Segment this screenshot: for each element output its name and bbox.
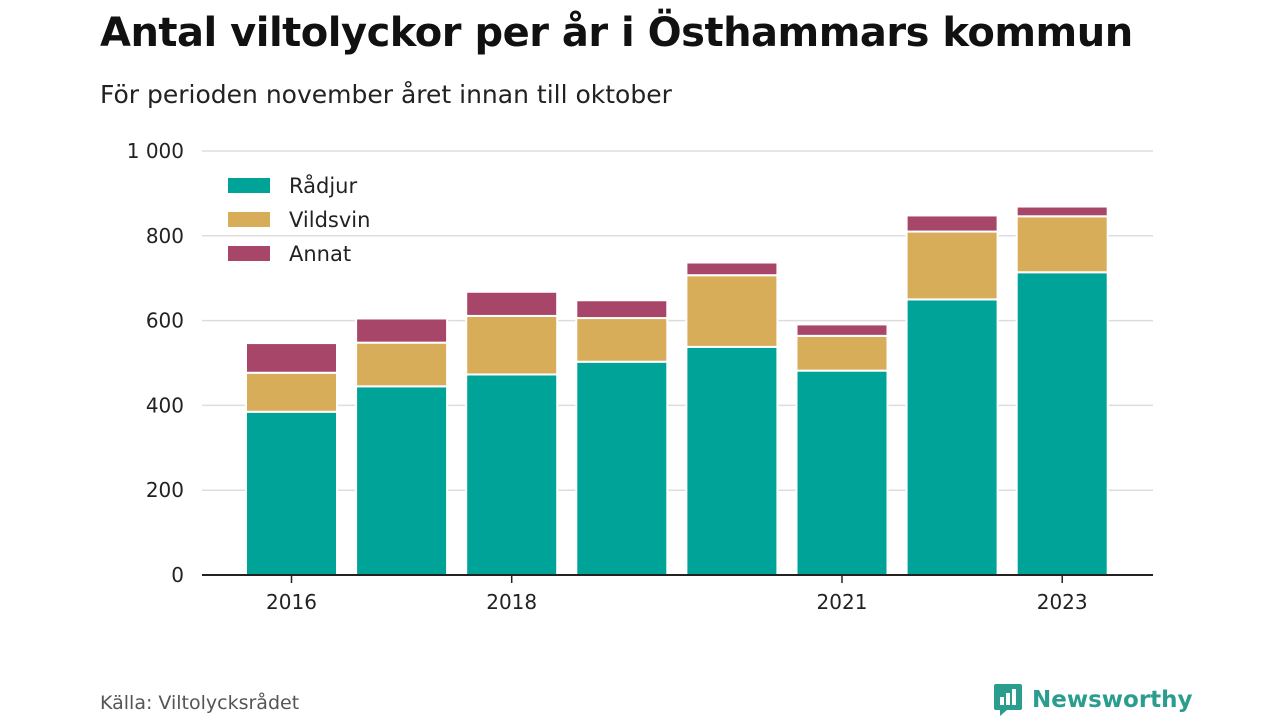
x-tick-label: 2018 xyxy=(486,590,537,614)
bar-r-djur-2018 xyxy=(465,373,559,576)
bar-vildsvin-2022 xyxy=(905,230,999,301)
legend-label: Vildsvin xyxy=(289,208,370,232)
newsworthy-logo-icon xyxy=(994,684,1022,716)
bar-r-djur-2019 xyxy=(575,360,669,576)
source-credit: Källa: Viltolycksrådet xyxy=(100,692,300,714)
legend-swatch-annat xyxy=(228,246,270,261)
bar-vildsvin-2016 xyxy=(245,371,338,413)
brand-name: Newsworthy xyxy=(1032,687,1193,713)
bar-r-djur-2017 xyxy=(355,385,449,576)
bar-annat-2019 xyxy=(575,299,669,320)
bar-r-djur-2022 xyxy=(905,298,999,576)
bar-vildsvin-2019 xyxy=(575,317,669,363)
bar-r-djur-2020 xyxy=(685,345,779,576)
x-tick-label: 2016 xyxy=(266,590,317,614)
bar-annat-2021 xyxy=(795,323,889,337)
legend-label: Rådjur xyxy=(289,173,357,198)
bar-annat-2018 xyxy=(465,290,559,317)
legend-swatch-r-djur xyxy=(228,178,270,193)
legend-label: Annat xyxy=(289,242,351,266)
bar-vildsvin-2023 xyxy=(1015,215,1109,274)
x-tick-label: 2021 xyxy=(817,590,868,614)
y-tick-label: 0 xyxy=(171,563,184,587)
chart-title: Antal viltolyckor per år i Östhammars ko… xyxy=(100,10,1133,56)
bar-annat-2016 xyxy=(245,342,338,374)
x-tick-label: 2023 xyxy=(1037,590,1088,614)
bar-vildsvin-2021 xyxy=(795,334,889,372)
bar-annat-2020 xyxy=(685,261,779,277)
bar-annat-2017 xyxy=(355,317,449,344)
bar-r-djur-2021 xyxy=(795,369,889,576)
y-tick-label: 800 xyxy=(146,224,184,248)
y-tick-label: 400 xyxy=(146,393,184,417)
bar-vildsvin-2020 xyxy=(685,274,779,348)
y-tick-label: 200 xyxy=(146,478,184,502)
bar-annat-2022 xyxy=(905,214,999,233)
legend-swatch-vildsvin xyxy=(228,212,270,227)
bar-vildsvin-2018 xyxy=(465,314,559,376)
brand-logo[interactable]: Newsworthy xyxy=(993,682,1193,718)
bar-vildsvin-2017 xyxy=(355,341,449,388)
y-tick-label: 600 xyxy=(146,309,184,333)
y-tick-label: 1 000 xyxy=(127,139,184,163)
bar-r-djur-2023 xyxy=(1015,271,1109,576)
chart-subtitle: För perioden november året innan till ok… xyxy=(100,80,672,109)
bar-r-djur-2016 xyxy=(245,410,338,577)
bar-annat-2023 xyxy=(1015,205,1109,218)
